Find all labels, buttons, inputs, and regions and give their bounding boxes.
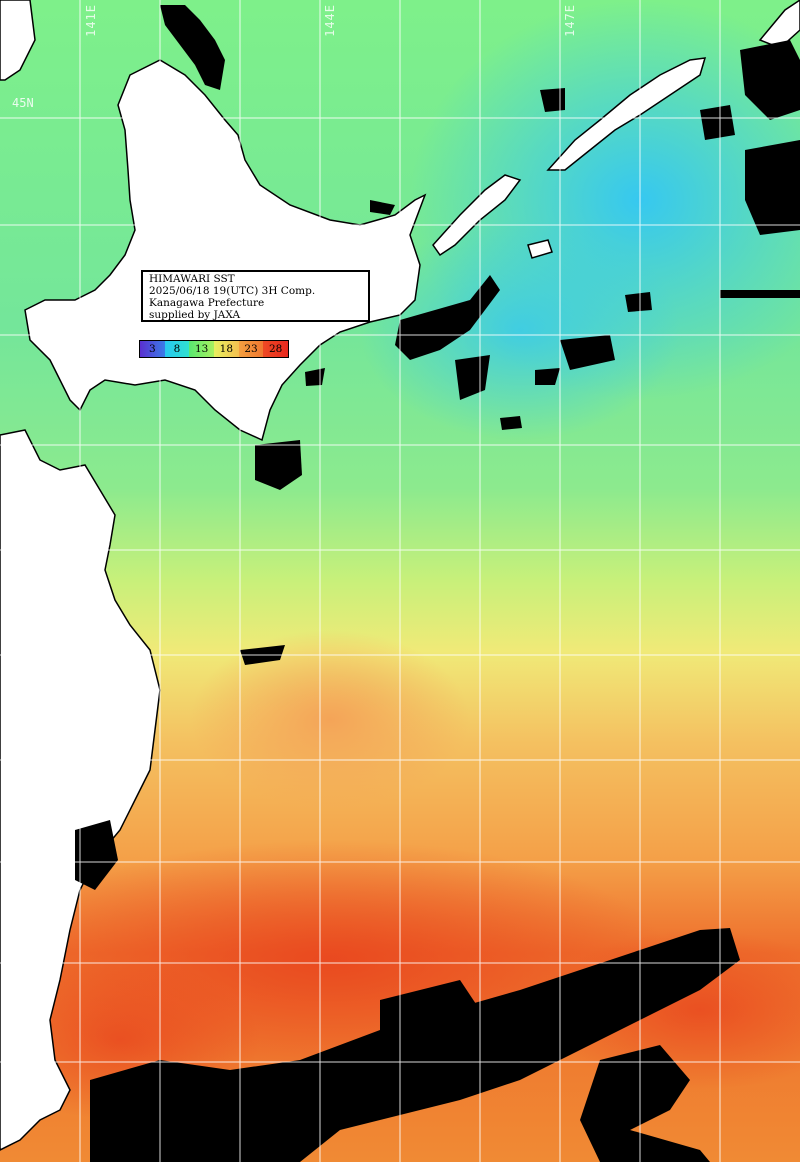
- colorbar-tick-8: 8: [164, 341, 190, 357]
- info-box: HIMAWARI SST 2025/06/18 19(UTC) 3H Comp.…: [141, 270, 370, 322]
- kuril-island: [546, 57, 707, 171]
- info-source: Kanagawa Prefecture: [149, 297, 265, 309]
- latitude-label: 45N: [12, 96, 34, 110]
- colorbar-tick-28: 28: [263, 341, 289, 357]
- info-title: HIMAWARI SST: [149, 273, 235, 285]
- cloud-mask: [75, 5, 800, 1162]
- info-timestamp: 2025/06/18 19(UTC) 3H Comp.: [149, 285, 316, 297]
- longitude-label: 144E: [323, 4, 337, 37]
- colorbar-tick-3: 3: [140, 341, 165, 357]
- colorbar-tick-23: 23: [238, 341, 264, 357]
- kuril-island: [527, 239, 553, 259]
- colorbar-tick-13: 13: [189, 341, 215, 357]
- longitude-label: 147E: [563, 4, 577, 37]
- info-credit: supplied by JAXA: [149, 309, 241, 321]
- warm-eddy: [190, 630, 470, 810]
- cold-water-region: [360, 220, 680, 440]
- longitude-label: 141E: [84, 4, 98, 37]
- hokkaido-island: [24, 59, 427, 442]
- colorbar-tick-18: 18: [214, 341, 239, 357]
- sakhalin-island: [0, 0, 36, 81]
- temperature-colorbar: 3 8 13 18 23 28: [139, 340, 289, 358]
- kuril-island: [432, 174, 522, 257]
